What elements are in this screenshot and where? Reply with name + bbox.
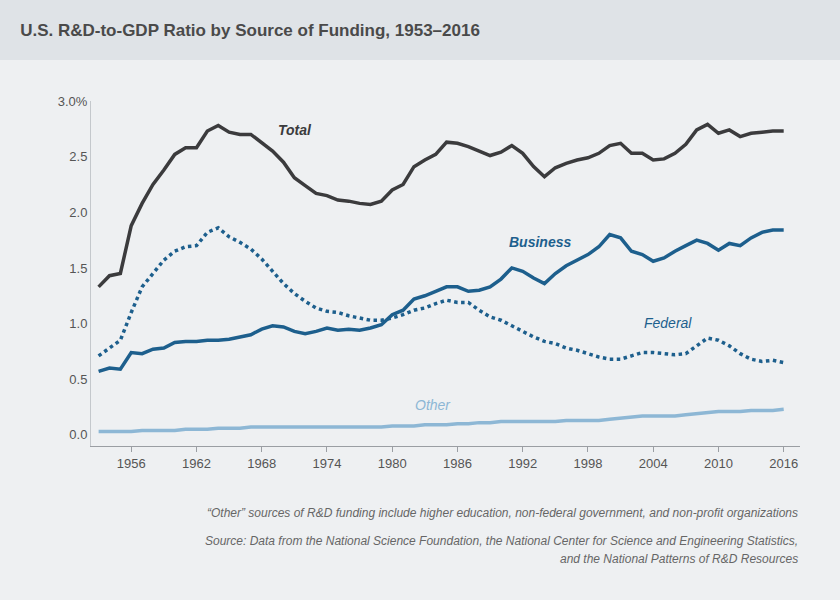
svg-text:1974: 1974: [313, 456, 342, 471]
svg-text:0.0: 0.0: [69, 427, 87, 442]
svg-text:Source: Data from the National: Source: Data from the National Science F…: [205, 534, 798, 548]
svg-text:2.5: 2.5: [69, 149, 87, 164]
svg-text:1962: 1962: [182, 456, 211, 471]
svg-text:2004: 2004: [639, 456, 668, 471]
svg-text:1968: 1968: [247, 456, 276, 471]
svg-text:1956: 1956: [117, 456, 146, 471]
svg-text:1986: 1986: [443, 456, 472, 471]
svg-text:Total: Total: [278, 122, 312, 138]
svg-text:3.0%: 3.0%: [58, 94, 88, 109]
svg-text:2010: 2010: [704, 456, 733, 471]
svg-text:and the National Patterns of R: and the National Patterns of R&D Resourc…: [560, 552, 798, 566]
svg-text:1.0: 1.0: [69, 316, 87, 331]
svg-text:0.5: 0.5: [69, 372, 87, 387]
svg-text:2.0: 2.0: [69, 205, 87, 220]
svg-text:1980: 1980: [378, 456, 407, 471]
svg-text:1.5: 1.5: [69, 260, 87, 275]
svg-text:“Other” sources of R&D funding: “Other” sources of R&D funding include h…: [207, 506, 798, 520]
svg-text:U.S. R&D-to-GDP Ratio by Sourc: U.S. R&D-to-GDP Ratio by Source of Fundi…: [20, 21, 480, 40]
svg-text:Federal: Federal: [644, 315, 692, 331]
svg-text:1998: 1998: [573, 456, 602, 471]
svg-text:Business: Business: [509, 234, 571, 250]
svg-text:1992: 1992: [508, 456, 537, 471]
svg-text:Other: Other: [415, 397, 451, 413]
svg-text:2016: 2016: [769, 456, 798, 471]
